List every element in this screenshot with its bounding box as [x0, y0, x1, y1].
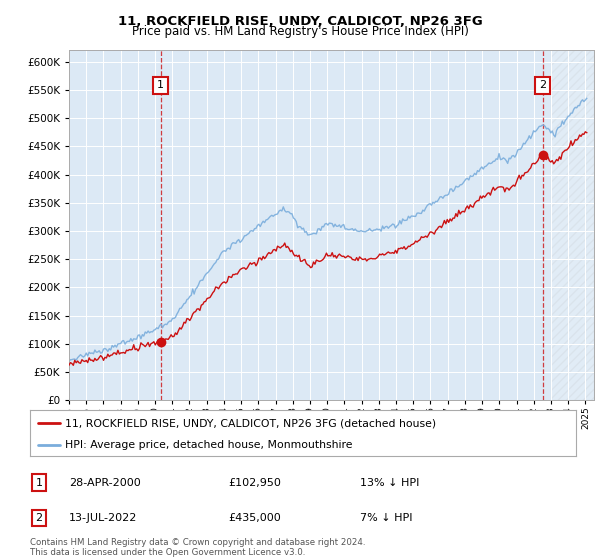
Text: 13-JUL-2022: 13-JUL-2022 — [69, 513, 137, 523]
Text: 13% ↓ HPI: 13% ↓ HPI — [360, 478, 419, 488]
Text: HPI: Average price, detached house, Monmouthshire: HPI: Average price, detached house, Monm… — [65, 440, 353, 450]
Text: 7% ↓ HPI: 7% ↓ HPI — [360, 513, 413, 523]
Text: 1: 1 — [157, 81, 164, 90]
Bar — [551, 50, 594, 400]
Text: £102,950: £102,950 — [228, 478, 281, 488]
Text: 11, ROCKFIELD RISE, UNDY, CALDICOT, NP26 3FG (detached house): 11, ROCKFIELD RISE, UNDY, CALDICOT, NP26… — [65, 418, 437, 428]
Bar — [551, 50, 594, 400]
Text: £435,000: £435,000 — [228, 513, 281, 523]
Text: 2: 2 — [35, 513, 43, 523]
Text: 2: 2 — [539, 81, 547, 90]
Text: Contains HM Land Registry data © Crown copyright and database right 2024.
This d: Contains HM Land Registry data © Crown c… — [30, 538, 365, 557]
Text: Price paid vs. HM Land Registry's House Price Index (HPI): Price paid vs. HM Land Registry's House … — [131, 25, 469, 38]
Text: 28-APR-2000: 28-APR-2000 — [69, 478, 141, 488]
Text: 1: 1 — [35, 478, 43, 488]
Text: 11, ROCKFIELD RISE, UNDY, CALDICOT, NP26 3FG: 11, ROCKFIELD RISE, UNDY, CALDICOT, NP26… — [118, 15, 482, 27]
